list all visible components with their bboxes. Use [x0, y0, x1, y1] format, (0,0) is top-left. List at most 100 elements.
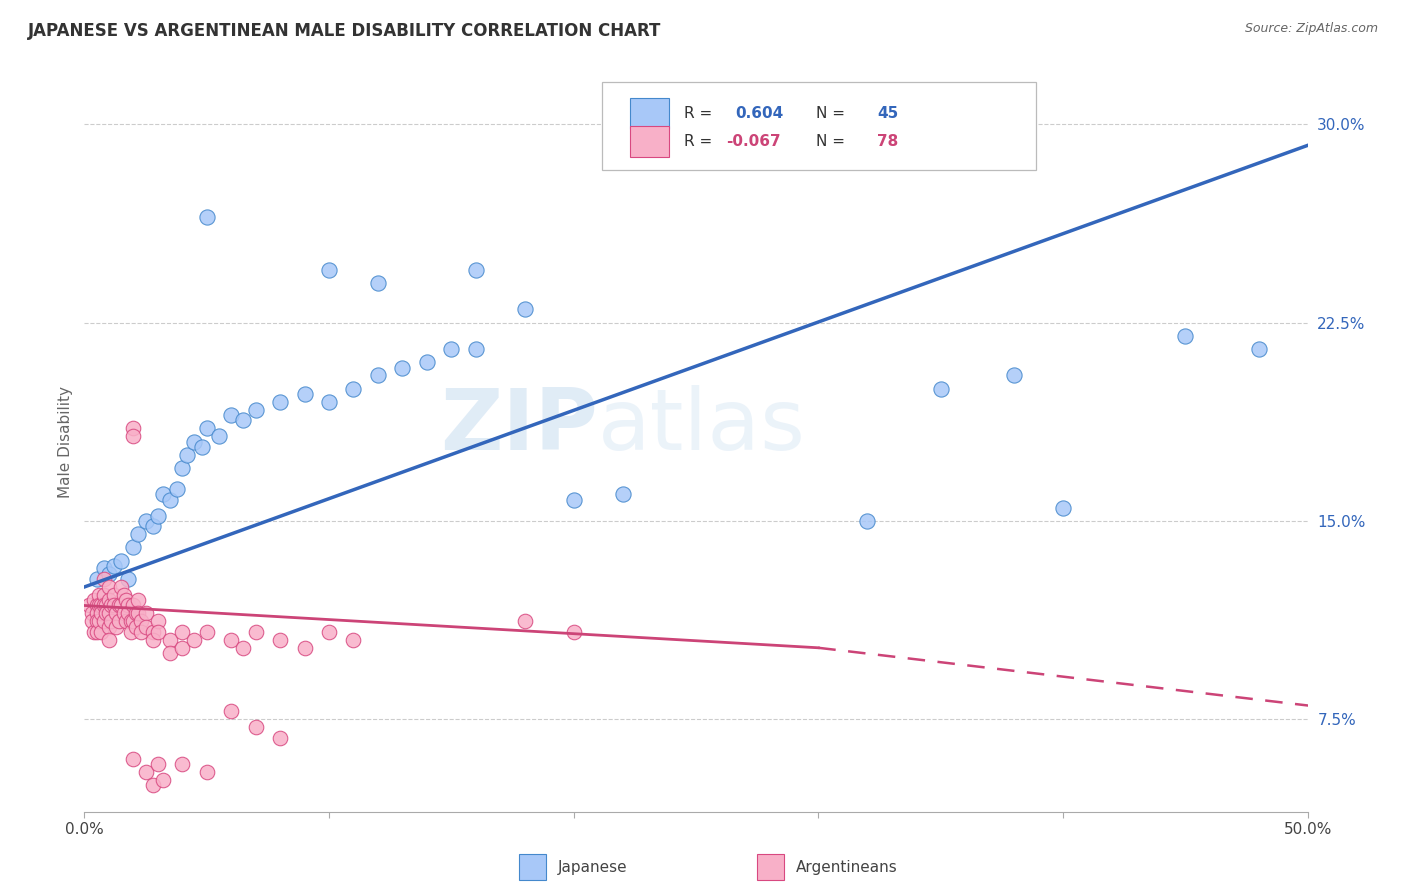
- FancyBboxPatch shape: [630, 98, 669, 129]
- Point: [1052, 500, 1074, 515]
- Text: atlas: atlas: [598, 385, 806, 468]
- Point: [112, 588, 135, 602]
- Point: [110, 553, 132, 567]
- Text: R =: R =: [683, 134, 717, 149]
- Point: [87, 615, 110, 629]
- Point: [172, 624, 194, 639]
- Point: [97, 620, 120, 634]
- Point: [195, 210, 218, 224]
- Point: [127, 527, 149, 541]
- Point: [391, 360, 413, 375]
- Point: [172, 640, 194, 655]
- Point: [159, 632, 181, 647]
- Point: [83, 624, 105, 639]
- Point: [97, 580, 120, 594]
- Point: [195, 421, 218, 435]
- Point: [191, 440, 214, 454]
- Point: [856, 514, 879, 528]
- Point: [159, 646, 181, 660]
- FancyBboxPatch shape: [519, 855, 546, 880]
- Point: [142, 778, 165, 792]
- Point: [107, 615, 129, 629]
- Point: [120, 624, 142, 639]
- Point: [86, 615, 108, 629]
- Point: [86, 599, 108, 613]
- Point: [464, 262, 486, 277]
- Point: [245, 720, 267, 734]
- Point: [142, 632, 165, 647]
- Point: [122, 752, 145, 766]
- Point: [127, 593, 149, 607]
- Point: [87, 599, 110, 613]
- Point: [294, 387, 316, 401]
- FancyBboxPatch shape: [758, 855, 785, 880]
- Point: [122, 429, 145, 443]
- Point: [77, 599, 100, 613]
- Point: [93, 561, 115, 575]
- Y-axis label: Male Disability: Male Disability: [58, 385, 73, 498]
- Point: [232, 413, 254, 427]
- Point: [93, 615, 115, 629]
- Point: [294, 640, 316, 655]
- Point: [107, 599, 129, 613]
- Point: [142, 624, 165, 639]
- Point: [90, 624, 112, 639]
- Point: [612, 487, 634, 501]
- Point: [117, 607, 139, 621]
- Point: [367, 276, 389, 290]
- Point: [142, 519, 165, 533]
- Point: [129, 624, 152, 639]
- Point: [86, 624, 108, 639]
- Point: [195, 765, 218, 780]
- Point: [110, 580, 132, 594]
- Point: [122, 421, 145, 435]
- Point: [103, 599, 125, 613]
- Point: [513, 615, 536, 629]
- Point: [135, 607, 157, 621]
- Point: [100, 599, 122, 613]
- FancyBboxPatch shape: [630, 126, 669, 157]
- Text: Japanese: Japanese: [558, 860, 627, 875]
- Text: Source: ZipAtlas.com: Source: ZipAtlas.com: [1244, 22, 1378, 36]
- Text: ZIP: ZIP: [440, 385, 598, 468]
- Point: [318, 395, 340, 409]
- Point: [172, 757, 194, 772]
- Point: [172, 461, 194, 475]
- Point: [125, 607, 148, 621]
- Point: [219, 408, 242, 422]
- Point: [269, 632, 291, 647]
- Point: [1247, 342, 1270, 356]
- Text: 78: 78: [877, 134, 898, 149]
- Point: [120, 615, 142, 629]
- Point: [146, 757, 169, 772]
- Point: [176, 448, 198, 462]
- Point: [245, 624, 267, 639]
- Point: [166, 482, 188, 496]
- Text: N =: N =: [815, 106, 849, 121]
- Point: [152, 772, 174, 787]
- Point: [219, 704, 242, 718]
- Point: [115, 615, 138, 629]
- FancyBboxPatch shape: [602, 82, 1036, 169]
- Point: [97, 566, 120, 581]
- Point: [112, 607, 135, 621]
- Point: [135, 620, 157, 634]
- Point: [146, 615, 169, 629]
- Point: [440, 342, 463, 356]
- Point: [125, 620, 148, 634]
- Text: N =: N =: [815, 134, 849, 149]
- Point: [110, 599, 132, 613]
- Point: [269, 731, 291, 745]
- Point: [159, 492, 181, 507]
- Point: [562, 624, 585, 639]
- Point: [86, 572, 108, 586]
- Point: [83, 593, 105, 607]
- Text: Argentineans: Argentineans: [796, 860, 898, 875]
- Point: [135, 765, 157, 780]
- Point: [96, 599, 118, 613]
- Text: -0.067: -0.067: [727, 134, 782, 149]
- Point: [152, 487, 174, 501]
- Point: [90, 607, 112, 621]
- Point: [90, 599, 112, 613]
- Point: [318, 262, 340, 277]
